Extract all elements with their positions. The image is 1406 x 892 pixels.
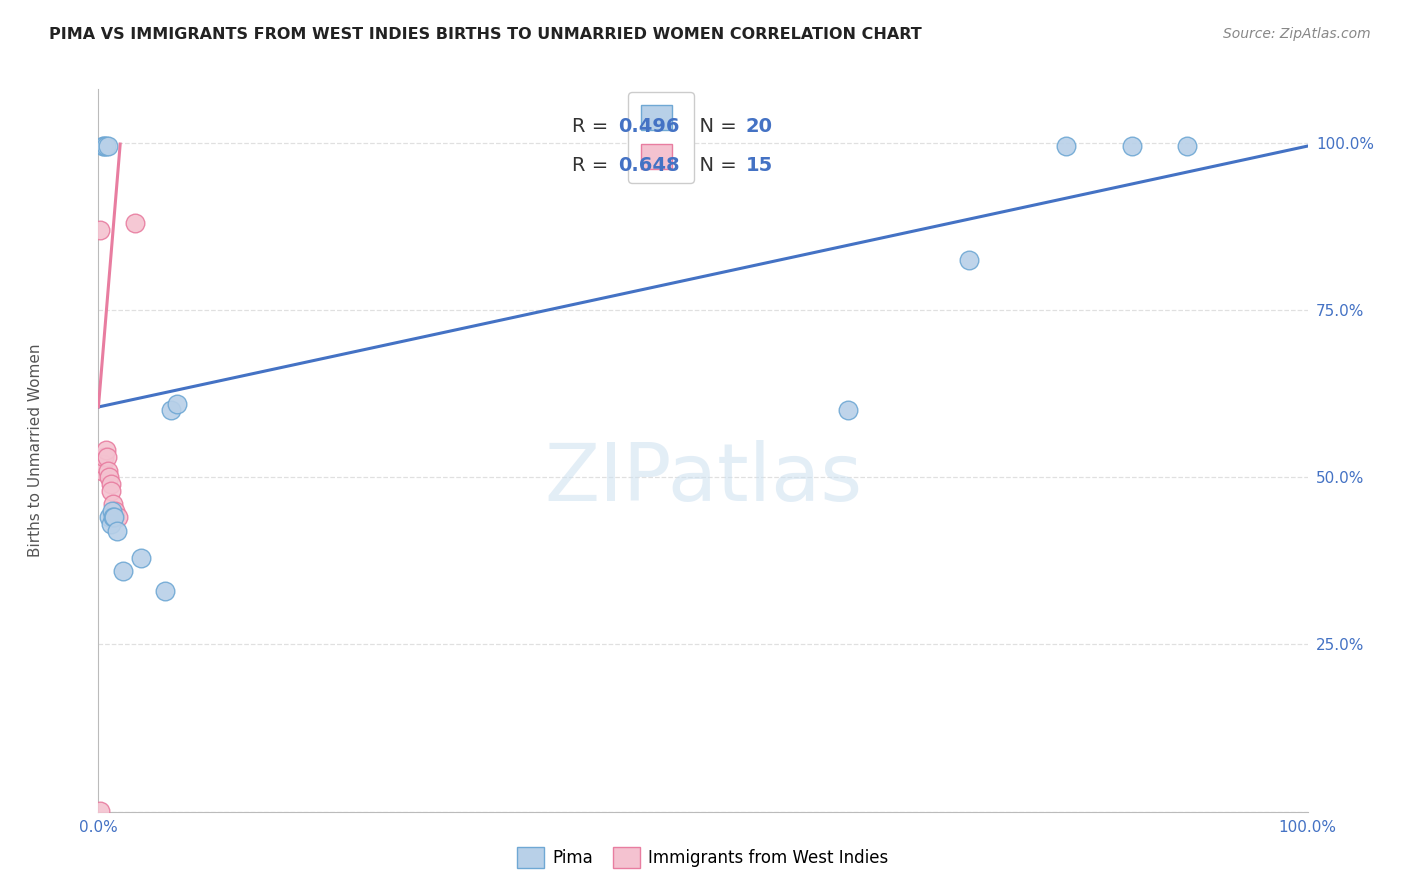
- Point: [837, 403, 859, 417]
- Point: [105, 524, 128, 538]
- Point: [100, 517, 122, 532]
- Text: N =: N =: [688, 117, 744, 136]
- Text: R =: R =: [572, 156, 614, 175]
- Legend: , : ,: [627, 92, 693, 183]
- Point: [94, 139, 117, 153]
- Point: [100, 483, 122, 498]
- Text: Source: ZipAtlas.com: Source: ZipAtlas.com: [1223, 27, 1371, 41]
- Point: [97, 139, 120, 153]
- Point: [91, 139, 114, 153]
- Point: [957, 252, 980, 267]
- Text: 0.496: 0.496: [619, 117, 681, 136]
- Text: R =: R =: [572, 117, 614, 136]
- Point: [94, 443, 117, 458]
- Point: [96, 450, 118, 465]
- Point: [98, 470, 121, 484]
- Point: [101, 497, 124, 511]
- Point: [107, 510, 129, 524]
- Legend: Pima, Immigrants from West Indies: Pima, Immigrants from West Indies: [510, 840, 896, 875]
- Point: [104, 503, 127, 517]
- Point: [100, 476, 122, 491]
- Point: [103, 510, 125, 524]
- Text: N =: N =: [688, 156, 744, 175]
- Text: PIMA VS IMMIGRANTS FROM WEST INDIES BIRTHS TO UNMARRIED WOMEN CORRELATION CHART: PIMA VS IMMIGRANTS FROM WEST INDIES BIRT…: [49, 27, 922, 42]
- Point: [89, 804, 111, 818]
- Y-axis label: Births to Unmarried Women: Births to Unmarried Women: [28, 343, 42, 558]
- Point: [100, 503, 122, 517]
- Point: [91, 464, 114, 478]
- Point: [153, 584, 176, 599]
- Point: [91, 457, 114, 471]
- Point: [93, 139, 115, 153]
- Point: [1175, 139, 1198, 153]
- Text: 20: 20: [745, 117, 772, 136]
- Text: 15: 15: [745, 156, 772, 175]
- Point: [1121, 139, 1143, 153]
- Point: [101, 510, 124, 524]
- Point: [166, 396, 188, 410]
- Point: [124, 216, 146, 230]
- Point: [89, 223, 111, 237]
- Text: 0.648: 0.648: [619, 156, 681, 175]
- Point: [160, 403, 183, 417]
- Point: [97, 464, 120, 478]
- Point: [111, 564, 134, 578]
- Point: [129, 550, 152, 565]
- Point: [1054, 139, 1077, 153]
- Point: [93, 450, 115, 465]
- Text: ZIPatlas: ZIPatlas: [544, 441, 862, 518]
- Point: [98, 510, 121, 524]
